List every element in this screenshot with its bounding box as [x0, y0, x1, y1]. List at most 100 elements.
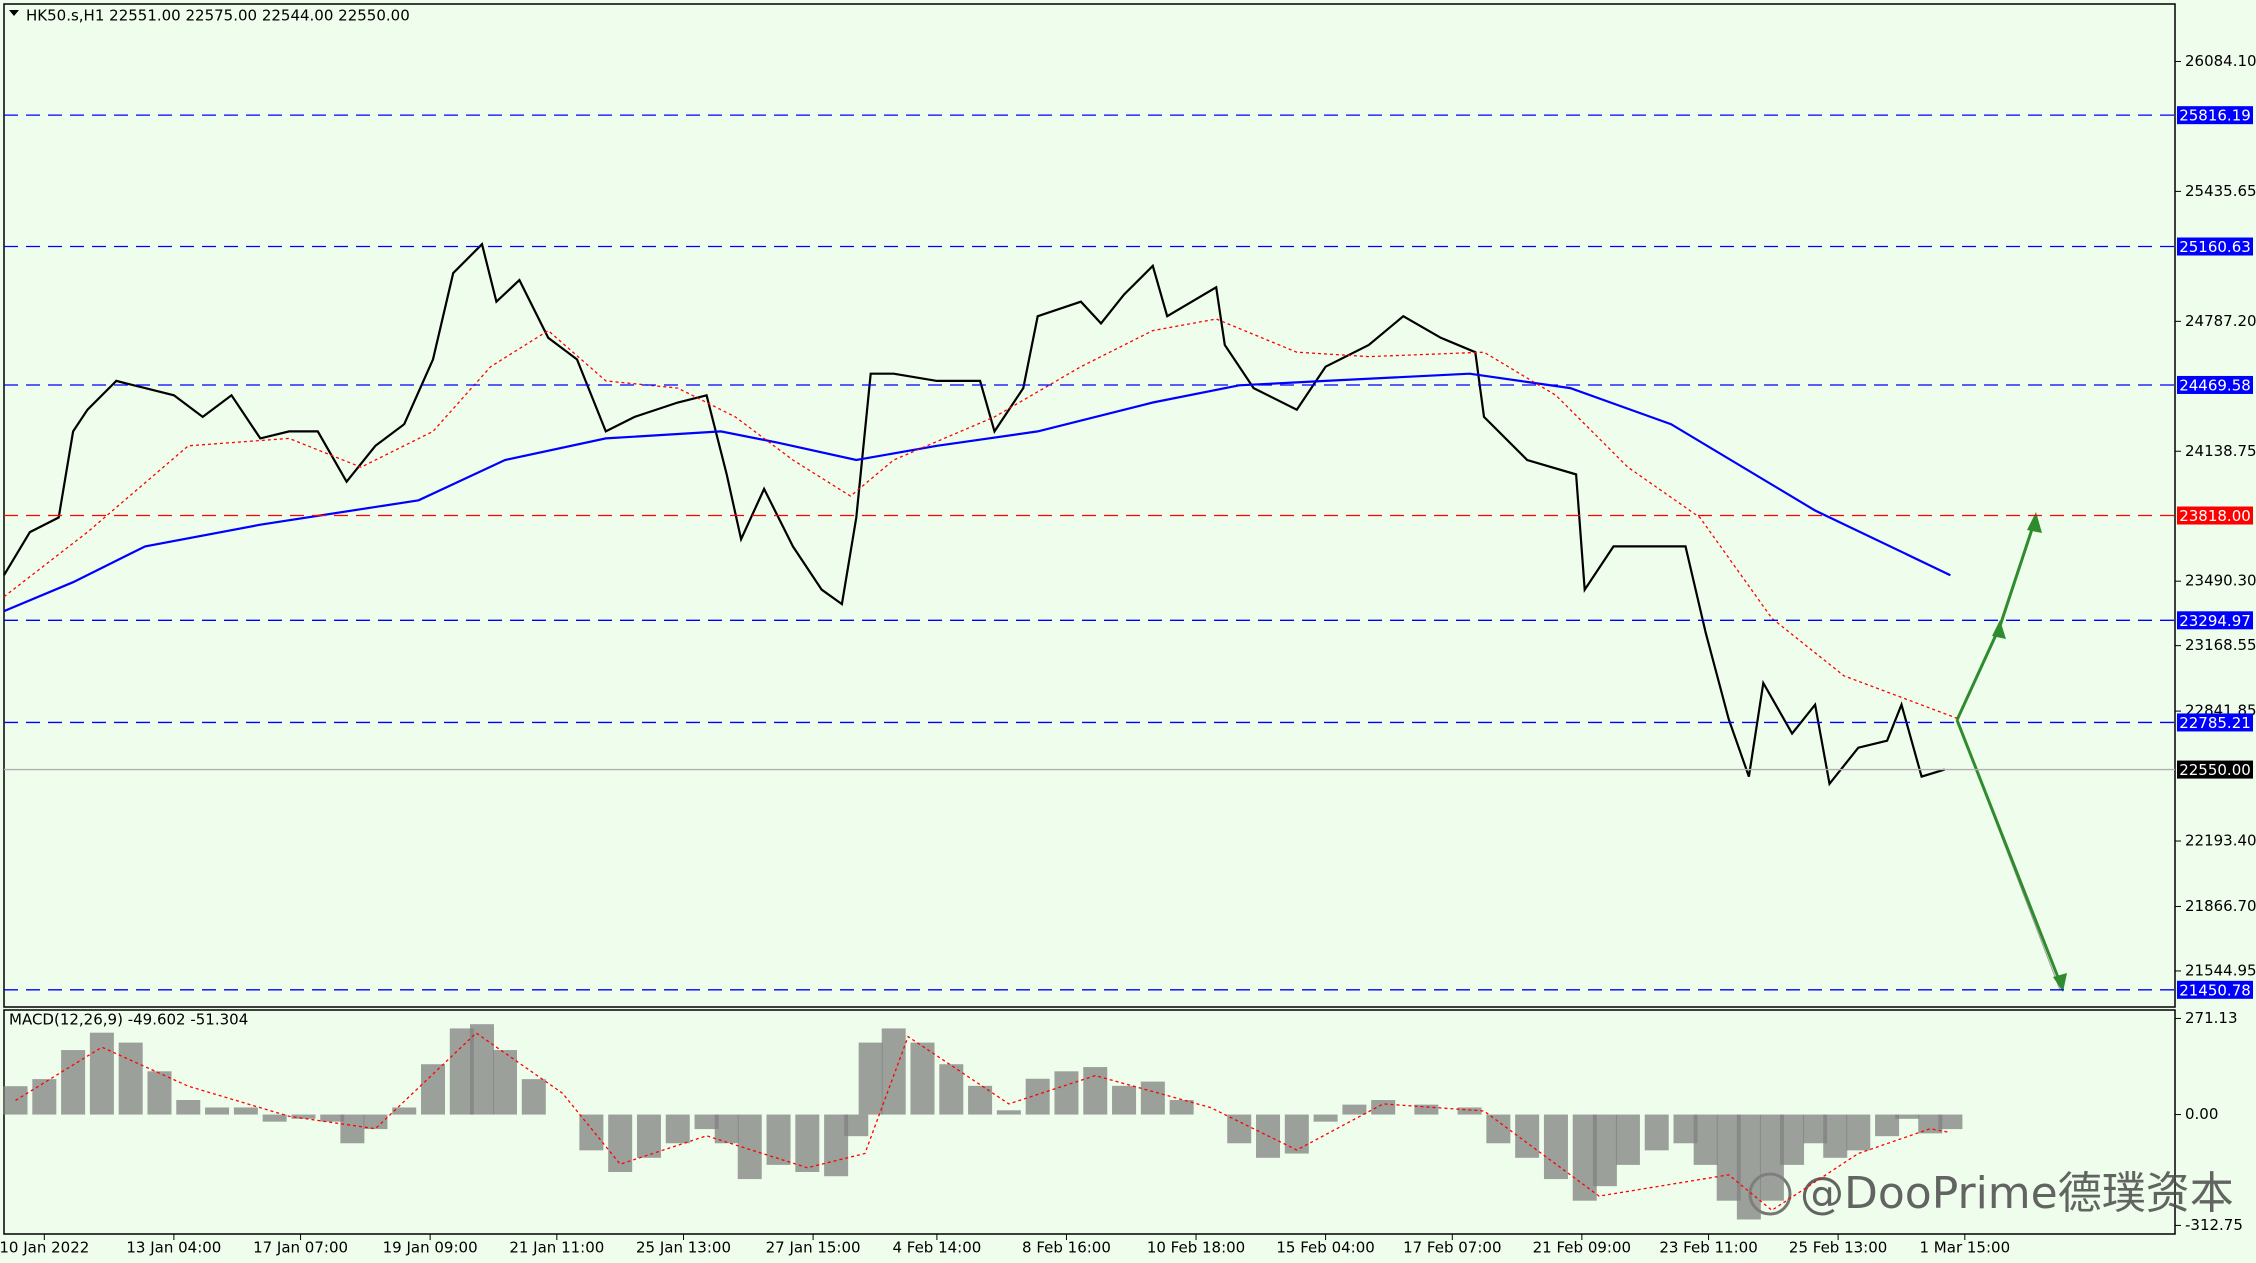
histogram-bar — [147, 1071, 172, 1115]
histogram-bar — [392, 1107, 417, 1115]
level-label: 22550.00 — [2179, 761, 2251, 779]
level-label: 25816.19 — [2179, 107, 2251, 125]
x-tick-label: 10 Jan 2022 — [0, 1239, 89, 1257]
x-tick-label: 21 Jan 11:00 — [509, 1239, 604, 1257]
y-tick-label: 24787.20 — [2185, 312, 2256, 330]
histogram-bar — [1543, 1114, 1568, 1180]
down-arrow-head — [2053, 973, 2067, 992]
histogram-bar — [665, 1114, 690, 1144]
level-label-box — [2177, 106, 2253, 125]
histogram-bar — [1918, 1114, 1943, 1134]
histogram-bar — [1615, 1114, 1640, 1165]
histogram-bar — [1592, 1114, 1617, 1187]
histogram-bar — [1284, 1114, 1309, 1154]
level-label-box — [2177, 506, 2253, 525]
histogram-bar — [1414, 1104, 1439, 1115]
histogram-bar — [1759, 1114, 1784, 1201]
histogram-bar — [1875, 1114, 1900, 1137]
histogram-bar — [493, 1050, 517, 1115]
histogram-bar — [636, 1114, 661, 1158]
level-label-box — [2177, 611, 2253, 630]
y-tick-label: 271.13 — [2185, 1009, 2238, 1027]
x-tick-label: 17 Feb 07:00 — [1403, 1239, 1501, 1257]
level-label-box — [2177, 980, 2253, 999]
y-tick-label: 21866.70 — [2185, 897, 2256, 915]
histogram-bar — [1803, 1114, 1828, 1144]
x-tick-label: 25 Feb 13:00 — [1789, 1239, 1887, 1257]
histogram-bar — [996, 1110, 1021, 1115]
y-tick-label: -312.75 — [2185, 1216, 2243, 1234]
histogram-bar — [824, 1114, 849, 1177]
level-label-box — [2177, 237, 2253, 256]
histogram-bar — [291, 1114, 316, 1119]
macd-header: MACD(12,26,9) -49.602 -51.304 — [9, 1011, 248, 1029]
histogram-bar — [939, 1064, 964, 1115]
histogram-bar — [1140, 1081, 1165, 1115]
histogram-bar — [1673, 1114, 1698, 1144]
histogram-bar — [1716, 1114, 1741, 1201]
histogram-bar — [1780, 1114, 1805, 1165]
histogram-bar — [1227, 1114, 1252, 1144]
histogram-bar — [1457, 1107, 1482, 1115]
x-tick-label: 25 Jan 13:00 — [636, 1239, 731, 1257]
x-tick-label: 23 Feb 11:00 — [1659, 1239, 1757, 1257]
y-tick-label: 21544.95 — [2185, 961, 2256, 979]
histogram-bar — [1823, 1114, 1848, 1158]
y-tick-label: 23168.55 — [2185, 636, 2256, 654]
histogram-bar — [89, 1032, 114, 1115]
histogram-bar — [1025, 1078, 1050, 1115]
histogram-bar — [608, 1114, 633, 1172]
histogram-bar — [449, 1028, 474, 1115]
y-tick-label: 26084.10 — [2185, 52, 2256, 70]
histogram-bar — [844, 1114, 869, 1137]
x-tick-label: 27 Jan 15:00 — [766, 1239, 861, 1257]
histogram-bar — [469, 1024, 494, 1115]
histogram-bar — [1938, 1114, 1963, 1130]
histogram-bar — [421, 1064, 446, 1115]
histogram-bar — [766, 1114, 791, 1165]
histogram-bar — [737, 1114, 762, 1180]
macd-panel-frame — [3, 1009, 2176, 1235]
x-tick-label: 15 Feb 04:00 — [1276, 1239, 1374, 1257]
level-label: 23294.97 — [2179, 612, 2251, 630]
level-label: 24469.58 — [2179, 376, 2251, 394]
macd-panel: 271.13 0.00 -312.75 — [3, 1009, 2243, 1234]
histogram-bar — [1693, 1114, 1718, 1165]
histogram-bar — [579, 1114, 604, 1151]
histogram-bar — [858, 1042, 883, 1115]
histogram-bar — [910, 1042, 935, 1115]
histogram-bar — [1054, 1071, 1079, 1115]
histogram-bar — [1515, 1114, 1540, 1158]
level-label: 25160.63 — [2179, 238, 2251, 256]
y-tick-label: 0.00 — [2185, 1105, 2218, 1123]
up-arrow-mid — [1992, 620, 2006, 639]
histogram-bar — [32, 1079, 57, 1115]
symbol-header: HK50.s,H1 22551.00 22575.00 22544.00 225… — [26, 7, 410, 25]
up-arrow-head — [2027, 512, 2042, 533]
forecast-arrows — [1955, 512, 2067, 992]
y-tick-label: 23490.30 — [2185, 572, 2256, 590]
histogram-bar — [1342, 1104, 1367, 1115]
histogram-bar — [1371, 1100, 1396, 1115]
histogram-bar — [1736, 1114, 1761, 1220]
histogram-bar — [1846, 1114, 1871, 1151]
histogram-bar — [1572, 1114, 1597, 1201]
level-label-box — [2177, 760, 2253, 779]
series-line — [3, 318, 1960, 720]
x-tick-label: 4 Feb 14:00 — [892, 1239, 981, 1257]
histogram-bar — [118, 1042, 143, 1115]
x-tick-label: 21 Feb 09:00 — [1533, 1239, 1631, 1257]
menu-triangle[interactable] — [9, 10, 19, 16]
level-label: 21450.78 — [2179, 981, 2251, 999]
histogram-bar — [714, 1114, 739, 1144]
histogram-bar — [320, 1114, 345, 1122]
series-line — [3, 372, 1951, 613]
histogram-bar — [1313, 1114, 1338, 1122]
histogram-bar — [262, 1114, 287, 1122]
level-label-box — [2177, 713, 2253, 732]
price-panel: 26084.10 25435.65 24787.20 24138.75 23490.30… — [0, 52, 2256, 1257]
x-tick-label: 10 Feb 18:00 — [1147, 1239, 1245, 1257]
x-tick-label: 19 Jan 09:00 — [383, 1239, 478, 1257]
